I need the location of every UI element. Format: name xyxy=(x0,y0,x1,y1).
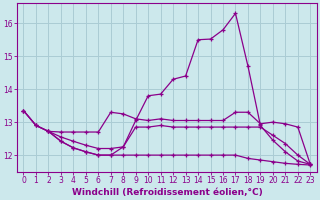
X-axis label: Windchill (Refroidissement éolien,°C): Windchill (Refroidissement éolien,°C) xyxy=(72,188,262,197)
